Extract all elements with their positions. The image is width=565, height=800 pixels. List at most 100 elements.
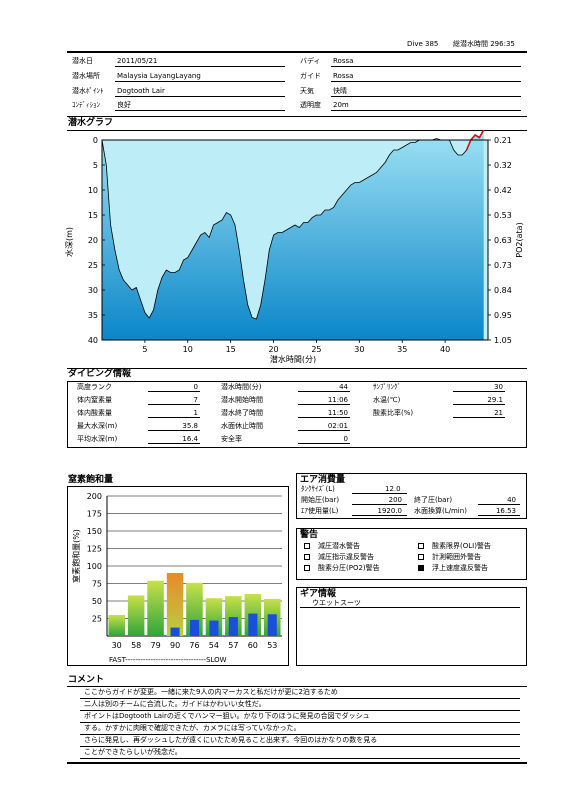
y2-tick-label: 0.53 bbox=[494, 211, 512, 220]
max-depth-label: 最大水深(m) bbox=[77, 422, 118, 430]
y-tick-label: 10 bbox=[88, 186, 98, 195]
altitude-rank-label: 高度ランク bbox=[77, 383, 112, 391]
n2-y-tick-label: 200 bbox=[87, 492, 102, 501]
comment-line-1: ここからガイドが変更。一緒に来た9人の内マーカスと私だけが更に2泊するため bbox=[84, 688, 338, 696]
nitrogen-title: 窒素飽和量 bbox=[68, 475, 114, 485]
y2-tick-label: 0.21 bbox=[494, 136, 512, 145]
ascent-warning-label: 浮上速度違反警告 bbox=[432, 564, 488, 572]
n2-category-label: 90 bbox=[170, 641, 180, 650]
y2-tick-label: 0.63 bbox=[494, 236, 512, 245]
n2-category-label: 57 bbox=[228, 641, 238, 650]
n2-bar bbox=[147, 580, 164, 636]
deco-warning-label: 減圧潜水警告 bbox=[318, 542, 360, 550]
n2-category-label: 53 bbox=[267, 641, 277, 650]
n2-category-label: 79 bbox=[151, 641, 161, 650]
range-warning-checkbox[interactable] bbox=[418, 554, 424, 560]
y-axis-label: 水深(m) bbox=[64, 227, 74, 257]
start-pressure-label: 開始圧(bar) bbox=[301, 496, 340, 504]
comment-line-3: ポイントはDogtooth Lairの近くでハンマー狙い。かなり下のほうに発見の… bbox=[84, 712, 370, 720]
x-tick-label: 30 bbox=[354, 345, 364, 354]
deco-violation-label: 減圧指示違反警告 bbox=[318, 553, 374, 561]
depth-area bbox=[102, 130, 484, 340]
air-used-label: ｴｱ使用量(L) bbox=[301, 507, 339, 515]
surface-consumption-label: 水面換算(L/min) bbox=[414, 507, 467, 515]
condition-value: 良好 bbox=[117, 101, 131, 109]
range-warning-label: 計測範囲外警告 bbox=[432, 553, 481, 561]
body-oxygen-label: 体内酸素量 bbox=[77, 409, 112, 417]
x-tick-label: 40 bbox=[440, 345, 450, 354]
x-tick-label: 15 bbox=[226, 345, 236, 354]
comment-line-6: ことができたらしいが残念だ。 bbox=[84, 748, 182, 756]
deco-warning-checkbox[interactable] bbox=[304, 543, 310, 549]
body-oxygen-value: 1 bbox=[193, 409, 198, 417]
gear-item: ウエットスーツ bbox=[312, 599, 361, 607]
y2-tick-label: 0.32 bbox=[494, 161, 512, 170]
y-tick-label: 25 bbox=[88, 261, 98, 270]
oli-warning-label: 酸素限界(OLI)警告 bbox=[432, 542, 491, 550]
y-tick-label: 35 bbox=[88, 311, 98, 320]
y-tick-label: 20 bbox=[88, 236, 98, 245]
y-tick-label: 0 bbox=[93, 136, 98, 145]
water-temp-value: 29.1 bbox=[487, 396, 503, 404]
end-pressure-value: 40 bbox=[507, 496, 516, 504]
start-time-label: 潜水開始時間 bbox=[221, 396, 263, 404]
guide-label: ガイド bbox=[300, 72, 321, 80]
place-label: 潜水場所 bbox=[72, 72, 100, 80]
y2-tick-label: 0.84 bbox=[494, 286, 512, 295]
comment-line-4: する。かすかに肉眼で確認できたが、カメラには写っていなかった。 bbox=[84, 724, 301, 732]
n2-bar bbox=[127, 595, 145, 636]
n2-bar bbox=[108, 615, 125, 636]
avg-depth-value: 16.4 bbox=[182, 435, 198, 443]
start-time-value: 11:06 bbox=[327, 396, 348, 404]
y-tick-label: 5 bbox=[93, 161, 98, 170]
n2-blue-bar bbox=[209, 620, 219, 636]
condition-label: ｺﾝﾃﾞｨｼｮﾝ bbox=[72, 101, 100, 109]
end-time-value: 11:50 bbox=[327, 409, 348, 417]
gear-title: ギア情報 bbox=[300, 589, 337, 599]
n2-y-tick-label: 100 bbox=[87, 562, 102, 571]
n2-x-axis-label: FAST--------------------------------SLOW bbox=[109, 656, 227, 664]
x-tick-label: 20 bbox=[268, 345, 278, 354]
n2-category-label: 54 bbox=[209, 641, 219, 650]
place-value: Malaysia LayangLayang bbox=[117, 72, 201, 80]
comment-line-5: さらに発見し、再ダッシュしたが遠くにいたため見ること出来ず。今回のはかなりの数を… bbox=[84, 736, 378, 744]
deco-violation-checkbox[interactable] bbox=[304, 554, 310, 560]
po2-warning-label: 酸素分圧(PO2)警告 bbox=[318, 564, 380, 572]
visibility-value: 20m bbox=[333, 101, 349, 109]
y-tick-label: 40 bbox=[88, 336, 98, 345]
body-nitrogen-value: 7 bbox=[193, 396, 198, 404]
point-value: Dogtooth Lair bbox=[117, 87, 165, 95]
y-tick-label: 15 bbox=[88, 211, 98, 220]
n2-category-label: 76 bbox=[189, 641, 199, 650]
po2-warning-checkbox[interactable] bbox=[304, 565, 310, 571]
y2-tick-label: 0.73 bbox=[494, 261, 512, 270]
buddy-label: バディ bbox=[300, 57, 321, 65]
n2-y-tick-label: 175 bbox=[87, 510, 102, 519]
comment-line-2: 二人は別のチームに合流した。ガイドはかわいい女性だ。 bbox=[84, 700, 266, 708]
y-tick-label: 30 bbox=[88, 286, 98, 295]
n2-category-label: 58 bbox=[131, 641, 141, 650]
end-pressure-label: 終了圧(bar) bbox=[414, 496, 453, 504]
air-used-value: 1920.0 bbox=[377, 507, 403, 515]
oli-warning-checkbox[interactable] bbox=[418, 543, 424, 549]
n2-bar bbox=[166, 573, 184, 636]
y2-tick-label: 0.42 bbox=[494, 186, 512, 195]
point-label: 潜水ﾎﾟｲﾝﾄ bbox=[72, 87, 104, 95]
x-tick-label: 35 bbox=[397, 345, 407, 354]
graph-title: 潜水グラフ bbox=[68, 118, 114, 128]
x-tick-label: 25 bbox=[311, 345, 321, 354]
guide-value: Rossa bbox=[333, 72, 354, 80]
y2-tick-label: 0.95 bbox=[494, 311, 512, 320]
n2-category-label: 60 bbox=[248, 641, 258, 650]
dive-number: Dive 385 bbox=[407, 40, 439, 48]
ascent-warning-checkbox[interactable] bbox=[418, 565, 424, 571]
date-label: 潜水日 bbox=[72, 57, 93, 65]
n2-blue-bar bbox=[248, 613, 258, 636]
x-axis-label: 潜水時間(分) bbox=[270, 354, 316, 364]
buddy-value: Rossa bbox=[333, 57, 354, 65]
tank-size-label: ﾀﾝｸｻｲｽﾞ(L) bbox=[301, 485, 335, 493]
body-nitrogen-label: 体内窒素量 bbox=[77, 396, 112, 404]
diving-info-title: ダイビング情報 bbox=[68, 369, 132, 379]
n2-y-tick-label: 50 bbox=[92, 597, 102, 606]
